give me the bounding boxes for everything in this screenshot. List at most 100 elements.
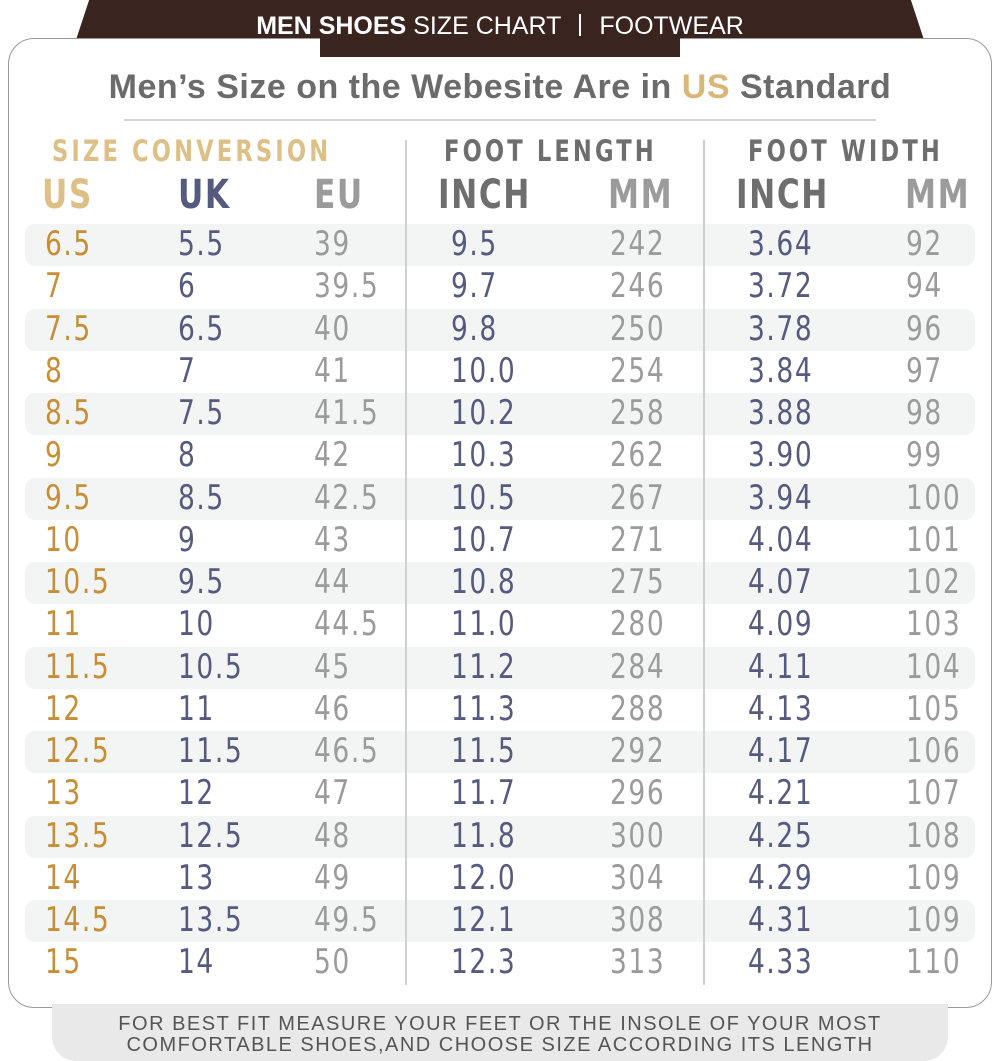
cell-width-inch: 4.29 [748,857,814,898]
cell-width-inch: 4.04 [748,519,814,560]
cell-width-inch: 4.21 [748,773,814,814]
cell-uk: 10.5 [178,646,244,687]
cell-length-inch: 12.1 [451,900,517,940]
cell-length-inch: 11.8 [451,815,517,856]
cell-us: 9 [45,435,64,476]
cell-uk: 10 [178,604,215,645]
cell-length-mm: 254 [610,350,666,391]
cell-width-inch: 3.94 [748,477,814,518]
cell-eu: 40 [314,308,351,349]
cell-us: 12.5 [45,731,111,771]
column-header-width-inch: INCH [736,172,829,218]
column-divider [405,140,407,985]
cell-width-mm: 99 [906,435,943,476]
cell-eu: 49.5 [314,900,380,940]
cell-width-mm: 102 [906,562,962,602]
cell-eu: 46.5 [314,731,380,771]
cell-eu: 48 [314,815,351,856]
cell-length-inch: 9.5 [451,224,498,264]
cell-width-inch: 4.17 [748,731,814,771]
cell-length-inch: 11.5 [451,731,517,771]
cell-width-inch: 3.84 [748,350,814,391]
group-foot-length: FOOT LENGTH [444,134,657,168]
cell-length-mm: 246 [610,266,666,307]
row-stripe [25,731,975,773]
cell-length-mm: 271 [610,519,666,560]
cell-uk: 9.5 [178,562,225,602]
cell-eu: 41 [314,350,351,391]
cell-width-mm: 109 [906,857,962,898]
cell-uk: 12.5 [178,815,244,856]
cell-us: 7.5 [45,308,92,349]
cell-width-inch: 3.78 [748,308,814,349]
cell-width-inch: 4.11 [748,646,814,687]
banner-bold: MEN SHOES [256,12,407,40]
cell-eu: 42.5 [314,477,380,518]
banner-right: FOOTWEAR [599,12,744,40]
cell-us: 11.5 [45,646,111,687]
cell-us: 10 [45,519,82,560]
cell-eu: 39 [314,224,351,264]
cell-width-inch: 4.25 [748,815,814,856]
cell-length-mm: 242 [610,224,666,264]
cell-length-mm: 313 [610,942,666,983]
cell-length-inch: 10.7 [451,519,517,560]
footer-line-1: FOR BEST FIT MEASURE YOUR FEET OR THE IN… [118,1013,882,1035]
row-stripe [25,393,975,435]
cell-width-mm: 105 [906,688,962,729]
title-highlight: US [681,68,730,106]
cell-uk: 7.5 [178,393,225,433]
cell-length-inch: 11.2 [451,646,517,687]
cell-length-inch: 10.3 [451,435,517,476]
cell-width-mm: 97 [906,350,943,391]
cell-eu: 42 [314,435,351,476]
cell-width-mm: 92 [906,224,943,264]
cell-length-mm: 304 [610,857,666,898]
cell-length-inch: 12.3 [451,942,517,983]
cell-length-inch: 11.0 [451,604,517,645]
cell-uk: 5.5 [178,224,225,264]
cell-width-mm: 106 [906,731,962,771]
cell-eu: 46 [314,688,351,729]
cell-width-inch: 4.13 [748,688,814,729]
cell-length-inch: 10.2 [451,393,517,433]
cell-length-mm: 275 [610,562,666,602]
cell-length-mm: 250 [610,308,666,349]
cell-uk: 13.5 [178,900,244,940]
row-stripe [25,562,975,604]
banner-divider [579,14,582,36]
footer-note-box [52,1004,948,1061]
cell-us: 7 [45,266,64,307]
footer-note: FOR BEST FIT MEASURE YOUR FEET OR THE IN… [0,1014,1000,1056]
cell-length-mm: 300 [610,815,666,856]
row-stripe [25,815,975,858]
group-size-conversion: SIZE CONVERSION [52,134,332,168]
cell-us: 13.5 [45,815,111,856]
cell-width-mm: 94 [906,266,943,307]
cell-length-inch: 9.7 [451,266,498,307]
column-header-length-inch: INCH [438,172,531,218]
cell-length-inch: 10.5 [451,477,517,518]
cell-length-mm: 308 [610,900,666,940]
cell-width-inch: 4.33 [748,942,814,983]
banner-tab-bottom [320,37,680,57]
column-header-uk: UK [178,172,231,218]
cell-uk: 14 [178,942,215,983]
cell-length-mm: 258 [610,393,666,433]
cell-length-inch: 12.0 [451,857,517,898]
cell-width-mm: 110 [906,942,962,983]
cell-width-mm: 104 [906,646,962,687]
cell-length-mm: 288 [610,688,666,729]
row-stripe [25,308,975,351]
cell-width-mm: 98 [906,393,943,433]
cell-us: 8.5 [45,393,92,433]
cell-eu: 39.5 [314,266,380,307]
cell-width-mm: 103 [906,604,962,645]
cell-width-inch: 3.90 [748,435,814,476]
cell-us: 11 [45,604,82,645]
banner-rest: SIZE CHART [413,12,562,40]
cell-us: 10.5 [45,562,111,602]
cell-uk: 13 [178,857,215,898]
group-foot-width: FOOT WIDTH [748,134,943,168]
cell-width-inch: 4.09 [748,604,814,645]
